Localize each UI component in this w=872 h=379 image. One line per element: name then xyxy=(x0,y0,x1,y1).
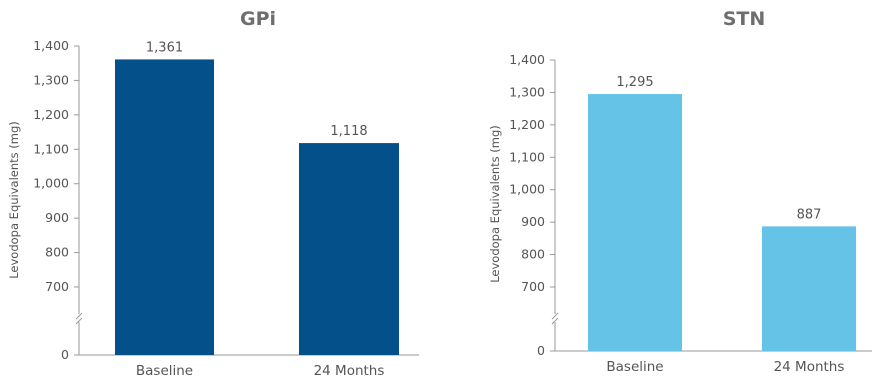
y-tick-label: 0 xyxy=(61,347,69,362)
y-tick-label: 1,300 xyxy=(33,72,69,87)
axis-break-mark xyxy=(75,317,83,325)
y-tick-label: 700 xyxy=(45,279,69,294)
bar xyxy=(299,143,399,355)
y-tick-label: 1,400 xyxy=(33,38,69,53)
axis-break-mark xyxy=(551,317,559,325)
x-tick-label: Baseline xyxy=(136,363,193,379)
chart-title: GPi xyxy=(240,8,276,30)
bar xyxy=(588,94,682,352)
bar xyxy=(762,226,856,351)
data-label: 1,118 xyxy=(330,124,367,139)
stn-panel: STN Levodopa Equivalents (mg) 700 800 900 1,0… xyxy=(488,8,872,375)
y-tick-label: 1,100 xyxy=(33,141,69,156)
gpi-panel: GPi Levodopa Equivalents (mg) 700 800 900 1,0… xyxy=(7,8,419,379)
bar xyxy=(115,59,214,355)
y-tick-label: 1,000 xyxy=(509,182,545,197)
data-label: 1,295 xyxy=(616,75,653,90)
y-tick-label: 0 xyxy=(537,343,545,358)
chart-title: STN xyxy=(723,8,766,30)
data-label: 1,361 xyxy=(146,40,183,55)
y-axis-label: Levodopa Equivalents (mg) xyxy=(7,121,21,279)
data-label: 887 xyxy=(797,207,822,222)
y-tick-label: 800 xyxy=(521,247,545,262)
axis-break-mark xyxy=(551,312,559,320)
y-tick-label: 1,000 xyxy=(33,176,69,191)
y-axis-label: Levodopa Equivalents (mg) xyxy=(488,125,502,283)
y-tick-label: 1,100 xyxy=(509,149,545,164)
y-tick-label: 900 xyxy=(45,210,69,225)
x-tick-label: 24 Months xyxy=(774,359,845,375)
y-tick-label: 1,300 xyxy=(509,84,545,99)
y-tick-label: 900 xyxy=(521,214,545,229)
y-tick-label: 1,200 xyxy=(33,107,69,122)
y-tick-label: 1,200 xyxy=(509,117,545,132)
x-tick-label: Baseline xyxy=(606,359,663,375)
y-tick-label: 800 xyxy=(45,245,69,260)
axis-break-mark xyxy=(75,312,83,320)
y-tick-label: 700 xyxy=(521,279,545,294)
y-tick-label: 1,400 xyxy=(509,52,545,67)
x-tick-label: 24 Months xyxy=(314,363,385,379)
